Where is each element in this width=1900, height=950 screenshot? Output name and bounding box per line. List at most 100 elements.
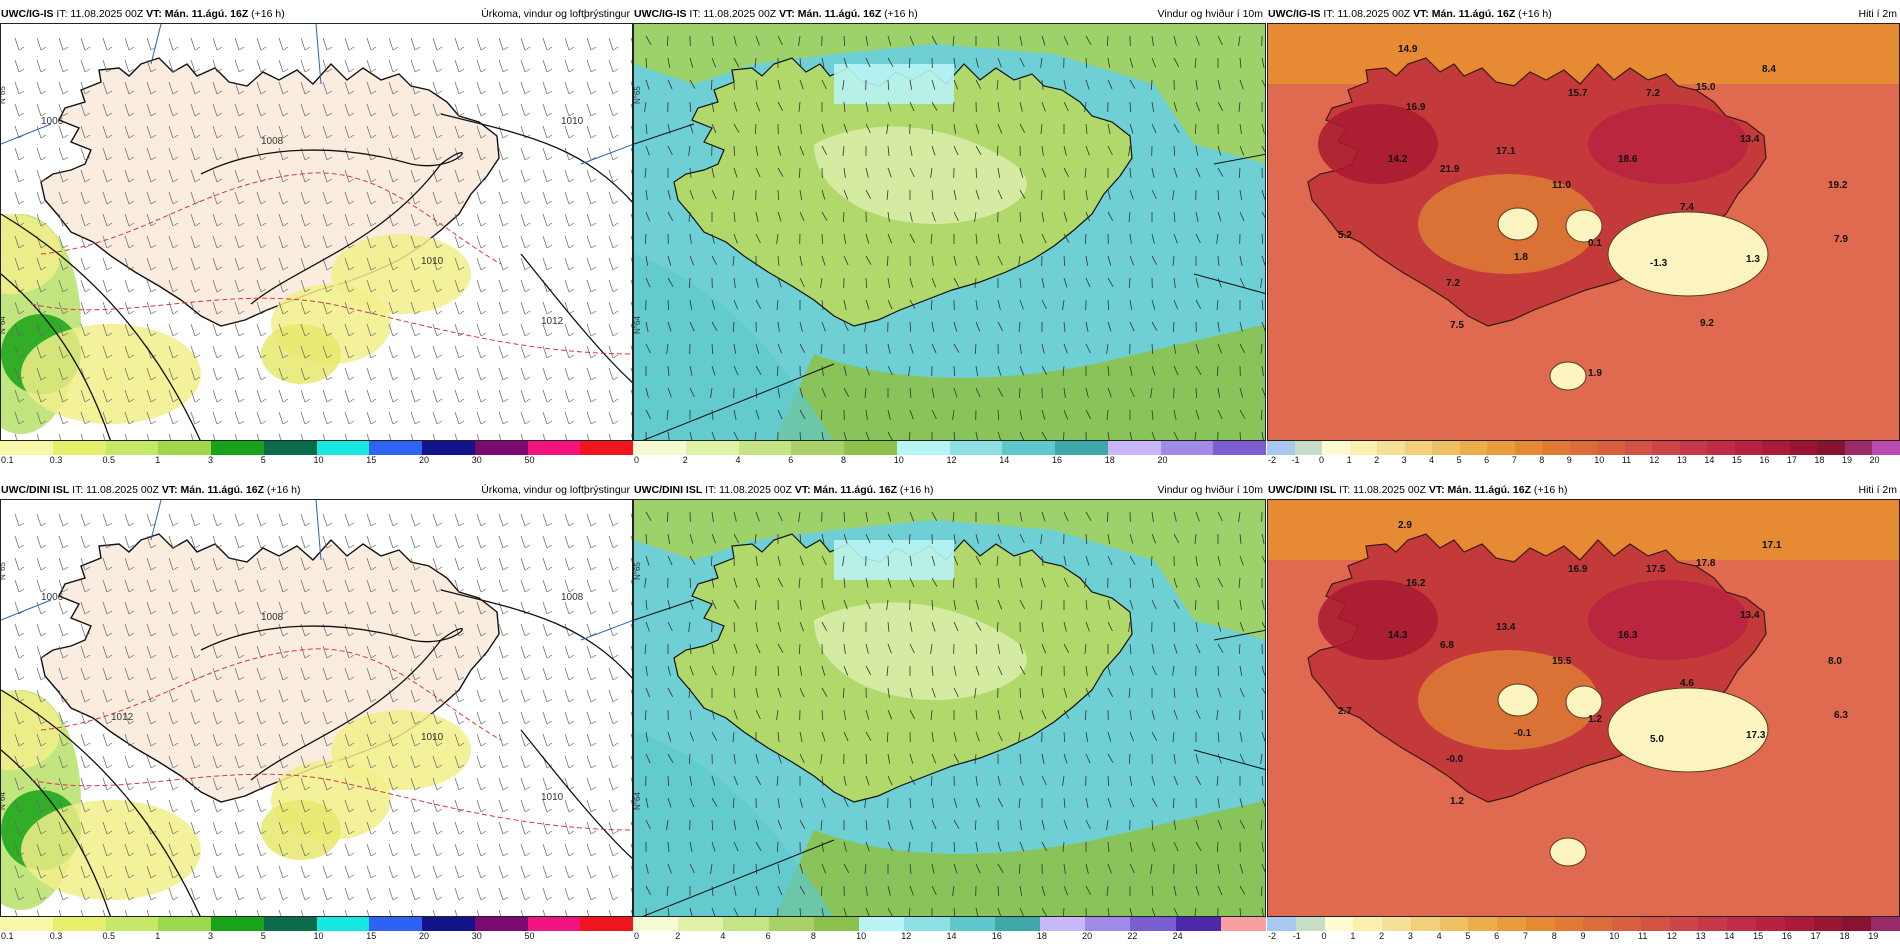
model-run-info: UWC/IG-IS IT: 11.08.2025 00Z VT: Mán. 11…: [1268, 6, 1552, 22]
lead-time: (+16 h): [897, 484, 934, 496]
colorbar-swatch: [859, 917, 905, 931]
colorbar-swatch: [1789, 441, 1818, 455]
colorbar-label: 13: [1695, 931, 1706, 941]
glacier: [1497, 683, 1539, 717]
temperature-label: 16.2: [1406, 578, 1426, 589]
isobar: [440, 589, 632, 679]
temperature-label: 8.4: [1762, 64, 1776, 75]
latitude-label: N°64: [1, 316, 7, 334]
colorbar-swatch: [1727, 917, 1757, 931]
colorbar-swatch: [1002, 441, 1055, 455]
colorbar-label: 0: [634, 455, 640, 465]
temp-contour: [30, 773, 632, 831]
colorbar-label: 2: [1379, 931, 1385, 941]
temp-contour: [40, 648, 502, 741]
colorbar-swatch: [949, 441, 1003, 455]
temperature-label: 17.1: [1762, 540, 1782, 551]
colorbar-swatch: [1039, 917, 1086, 931]
valid-time: VT: Mán. 11.ágú. 16Z: [1413, 8, 1516, 20]
colorbar-label: 17: [1786, 455, 1797, 465]
colorbar-swatch: [1842, 917, 1872, 931]
colorbar-swatch: [1597, 441, 1625, 455]
valid-time: VT: Mán. 11.ágú. 16Z: [161, 484, 264, 496]
isobar: [1, 689, 201, 916]
colorbar-label: -2: [1268, 455, 1277, 465]
colorbar-label: 20: [1157, 455, 1168, 465]
colorbar-label: 2: [682, 455, 688, 465]
colorbar-swatch: [1698, 917, 1728, 931]
panel-header: UWC/IG-IS IT: 11.08.2025 00Z VT: Mán. 11…: [633, 6, 1266, 22]
colorbar-label: 11: [1638, 931, 1648, 941]
model-run-info: UWC/IG-IS IT: 11.08.2025 00Z VT: Mán. 11…: [634, 6, 918, 22]
temperature-label: 15.7: [1568, 88, 1588, 99]
colorbar-label: 8: [841, 455, 847, 465]
colorbar-swatch: [791, 441, 844, 455]
colorbar-swatch: [896, 441, 950, 455]
field-title: Úrkoma, vindur og loftþrýstingur: [481, 8, 630, 20]
colorbar-label: 3: [1401, 455, 1407, 465]
temperature-label: 17.8: [1696, 558, 1716, 569]
colorbar-label: 2: [1374, 455, 1380, 465]
temperature-label: 7.9: [1834, 234, 1848, 245]
model-run-info: UWC/IG-IS IT: 11.08.2025 00Z VT: Mán. 11…: [1, 6, 285, 22]
isobar-label: 1008: [261, 136, 284, 147]
colorbar-label: 10: [856, 931, 867, 941]
colorbar-swatch: [1583, 917, 1613, 931]
colorbar-swatch: [1220, 917, 1267, 931]
field-title: Hiti í 2m: [1858, 484, 1897, 496]
init-time: IT: 11.08.2025 00Z: [53, 8, 147, 20]
colorbar-swatch: [527, 441, 581, 455]
init-time: IT: 11.08.2025 00Z: [702, 484, 795, 496]
colorbar-label: 12: [901, 931, 912, 941]
colorbar: [1267, 441, 1900, 455]
colorbar-swatch: [158, 917, 211, 931]
isobar-label: 1010: [421, 256, 444, 267]
colorbar-label: 18: [1839, 931, 1850, 941]
colorbar-swatch: [1624, 441, 1653, 455]
colorbar-label: 0.5: [102, 931, 116, 941]
colorbar-swatch: [1762, 441, 1790, 455]
colorbar-label: 14: [946, 931, 957, 941]
colorbar-label: 7: [1522, 931, 1528, 941]
colorbar-swatch: [1525, 917, 1555, 931]
colorbar-label: 11: [1621, 455, 1632, 465]
colorbar-label: 14: [1724, 931, 1735, 941]
glacier: [1607, 687, 1769, 773]
colorbar-swatch: [1679, 441, 1708, 455]
isobar-label: 1006: [41, 116, 64, 127]
glacier: [1607, 211, 1769, 297]
colorbar-label: 18: [1036, 931, 1047, 941]
valid-time: VT: Mán. 11.ágú. 16Z: [1428, 484, 1531, 496]
temperature-label: 11.0: [1552, 180, 1571, 191]
temp-contour: [40, 172, 502, 265]
colorbar-label: 2: [675, 931, 681, 941]
colorbar-swatch: [263, 917, 317, 931]
temperature-label: 9.2: [1700, 318, 1714, 329]
isobar-label: 1010: [541, 792, 564, 803]
temperature-label: 6.3: [1834, 710, 1848, 721]
colorbar-label: 12: [1649, 455, 1660, 465]
colorbar-swatch: [1107, 441, 1161, 455]
isobar: [200, 149, 463, 305]
colorbar-swatch: [1349, 441, 1378, 455]
temperature-label: 14.2: [1388, 154, 1408, 165]
colorbar-label: 5: [260, 455, 266, 465]
colorbar-swatch: [580, 441, 633, 455]
colorbar-swatch: [1322, 441, 1350, 455]
colorbar-swatch: [1085, 917, 1131, 931]
colorbar-label: 10: [313, 455, 324, 465]
colorbar-swatch: [1410, 917, 1440, 931]
field-title: Vindur og hviður í 10m: [1157, 484, 1263, 496]
colorbar-label: 10: [313, 931, 324, 941]
colorbar: [633, 917, 1267, 931]
temperature-label: 16.9: [1568, 564, 1588, 575]
colorbar-swatch: [633, 917, 679, 931]
init-time: IT: 11.08.2025 00Z: [1336, 484, 1429, 496]
colorbar-label: 16: [1759, 455, 1770, 465]
colorbar-swatch: [1569, 441, 1598, 455]
colorbar-swatch: [1612, 917, 1641, 931]
colorbar-swatch: [1404, 441, 1433, 455]
colorbar-label: 1: [1346, 455, 1352, 465]
forecast-panel: UWC/DINI ISL IT: 11.08.2025 00Z VT: Mán.…: [1267, 482, 1900, 941]
colorbar-swatch: [678, 917, 724, 931]
